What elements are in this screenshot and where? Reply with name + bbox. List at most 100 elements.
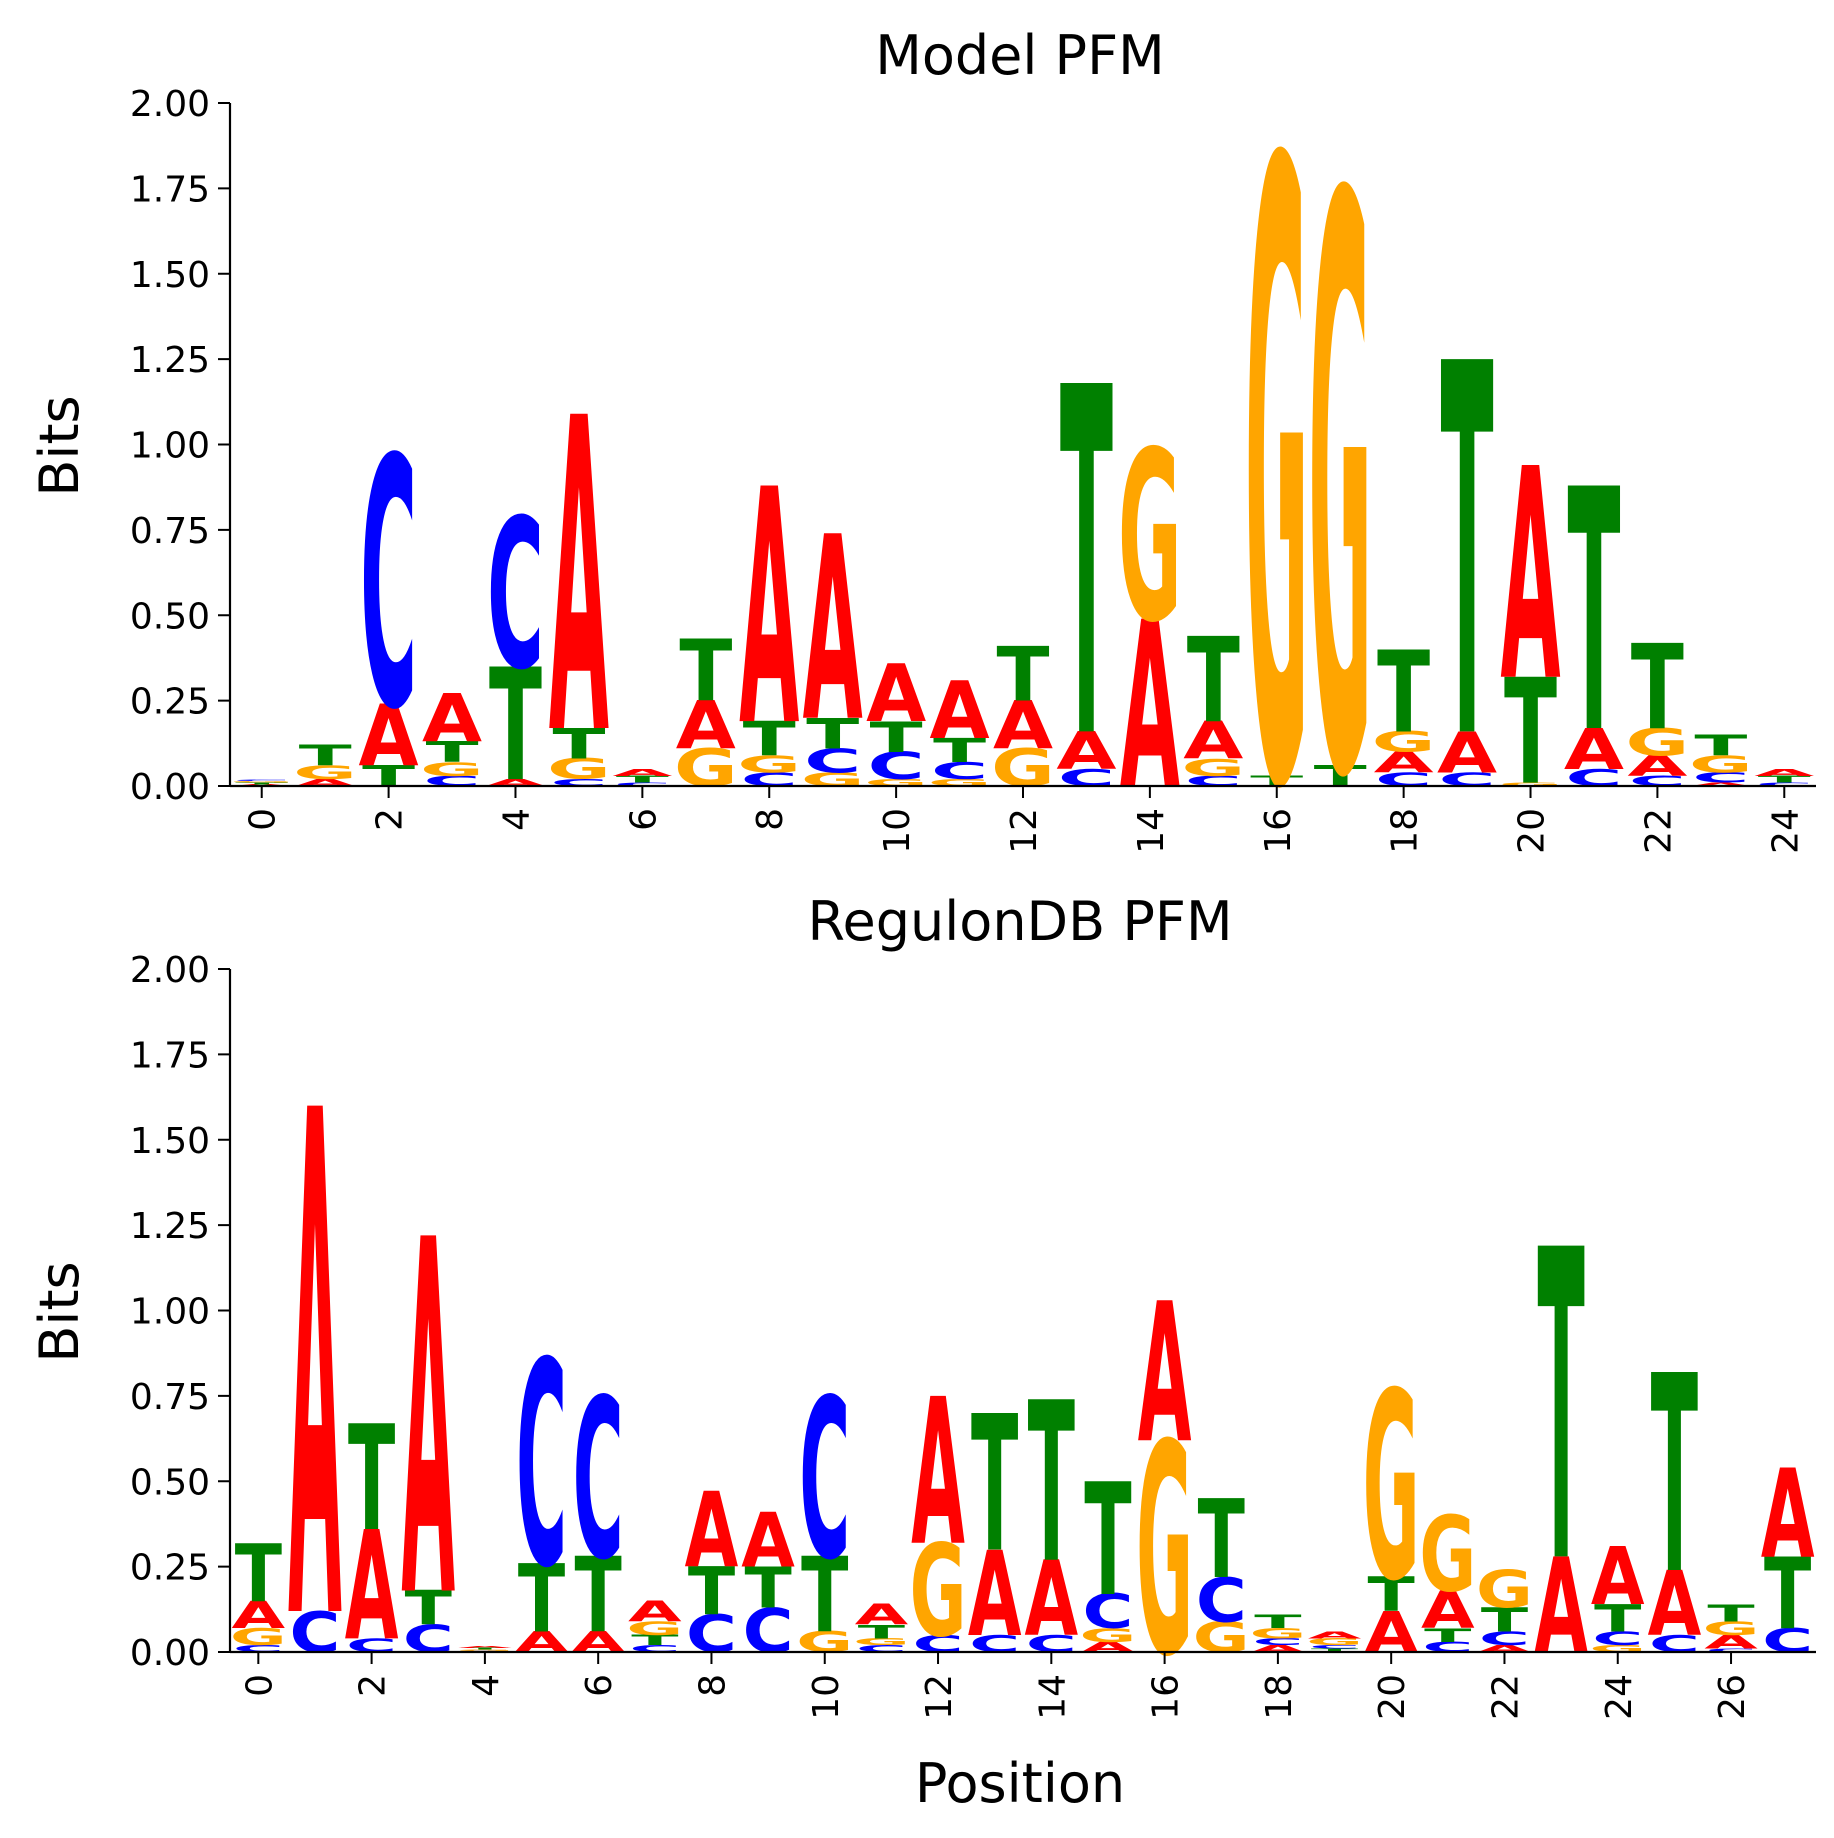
letter-A-pos-5: A: [549, 330, 610, 831]
y-axis-label: Bits: [28, 395, 91, 496]
x-tick-label: 18: [1259, 1674, 1300, 1720]
letter-C-pos-3: C: [403, 1618, 454, 1662]
letter-A-pos-14: A: [1024, 1539, 1078, 1660]
x-tick-label: 6: [623, 808, 664, 831]
letter-T-pos-20: T: [1368, 1567, 1416, 1622]
chart-title: RegulonDB PFM: [807, 890, 1232, 953]
y-tick-label: 1.50: [130, 255, 210, 296]
letter-T-pos-7: T: [679, 624, 732, 722]
letter-C-pos-0: C: [233, 1643, 284, 1654]
y-axis-label: Bits: [28, 1261, 91, 1362]
letter-C-pos-15: C: [1083, 1585, 1134, 1640]
letter-T-pos-13: T: [971, 1377, 1018, 1595]
x-tick-label: 16: [1258, 808, 1299, 854]
letter-T-pos-6: T: [616, 774, 669, 785]
letter-A-pos-24: A: [1754, 767, 1814, 778]
letter-T-pos-5: T: [518, 1546, 565, 1654]
letter-T-pos-9: T: [744, 1555, 791, 1621]
letter-T-pos-22: T: [1481, 1601, 1528, 1639]
y-tick-label: 2.00: [130, 84, 210, 125]
x-tick-label: 12: [1004, 808, 1045, 854]
letter-G-pos-22: G: [1626, 721, 1690, 765]
letter-T-pos-11: T: [858, 1621, 906, 1643]
x-tick-label: 18: [1385, 808, 1426, 854]
letter-G-pos-16: G: [1136, 1382, 1193, 1720]
letter-C-pos-25: C: [1649, 1631, 1700, 1658]
letter-G-pos-11: G: [853, 1636, 910, 1647]
letter-A-pos-21: A: [1421, 1581, 1475, 1641]
letter-C-pos-5: C: [516, 1304, 567, 1631]
letter-C-pos-19: C: [1309, 1644, 1360, 1650]
letter-G-pos-18: G: [1372, 726, 1436, 759]
letter-G-pos-3: G: [420, 759, 484, 781]
letter-G-pos-26: G: [1703, 1618, 1760, 1640]
letter-T-pos-6: T: [575, 1535, 622, 1656]
letter-G-pos-15: G: [1181, 754, 1245, 781]
letter-A-pos-1: A: [295, 778, 355, 789]
letter-C-pos-22: C: [1479, 1628, 1530, 1650]
letter-A-pos-2: A: [345, 1500, 399, 1675]
y-tick-label: 0.75: [130, 1377, 210, 1418]
letter-C-pos-10: C: [868, 745, 925, 789]
letter-A-pos-12: A: [993, 687, 1053, 764]
letter-G-pos-14: G: [1118, 403, 1182, 676]
letter-C-pos-6: C: [573, 1354, 624, 1609]
letter-C-pos-11: C: [856, 1643, 907, 1654]
letter-T-pos-21: T: [1567, 419, 1620, 806]
letter-T-pos-27: T: [1764, 1538, 1811, 1652]
letter-A-pos-2: A: [359, 689, 419, 787]
x-tick-label: 16: [1146, 1674, 1187, 1720]
letter-A-pos-24: A: [1591, 1531, 1645, 1624]
letter-G-pos-8: G: [737, 751, 801, 778]
letter-G-pos-20: G: [1499, 782, 1563, 787]
letter-T-pos-17: T: [1314, 760, 1367, 793]
x-tick-label: 2: [353, 1674, 394, 1697]
x-tick-label: 26: [1712, 1674, 1753, 1720]
letter-A-pos-8: A: [685, 1470, 739, 1591]
x-tick-label: 22: [1485, 1674, 1526, 1720]
letter-A-pos-26: A: [1704, 1631, 1759, 1653]
letter-C-pos-4: C: [487, 475, 544, 716]
letter-T-pos-0: T: [235, 1527, 282, 1620]
letter-G-pos-21: G: [1419, 1494, 1476, 1615]
y-tick-label: 0.50: [130, 1462, 210, 1503]
x-axis-label: Position: [915, 1752, 1125, 1815]
letter-A-pos-8: A: [739, 423, 799, 798]
letter-T-pos-13: T: [1060, 287, 1113, 844]
letter-G-pos-17: G: [1193, 1613, 1250, 1662]
letter-C-pos-18: C: [1252, 1636, 1303, 1647]
letter-T-pos-0: T: [235, 782, 289, 785]
y-tick-label: 1.50: [130, 1121, 210, 1162]
letter-A-pos-5: A: [515, 1626, 569, 1658]
letter-T-pos-22: T: [1631, 621, 1684, 757]
letter-G-pos-18: G: [1249, 1625, 1306, 1641]
letter-C-pos-24: C: [1756, 782, 1813, 787]
letter-A-pos-7: A: [628, 1596, 682, 1628]
letter-C-pos-13: C: [969, 1631, 1020, 1658]
letter-T-pos-1: T: [299, 740, 352, 773]
letter-T-pos-2: T: [348, 1394, 395, 1564]
letter-C-pos-26: C: [1706, 1648, 1757, 1654]
letter-T-pos-8: T: [743, 712, 796, 767]
letter-T-pos-17: T: [1198, 1478, 1245, 1603]
letter-T-pos-4: T: [461, 1647, 509, 1650]
letter-T-pos-23: T: [1694, 729, 1747, 762]
x-tick-label: 4: [466, 1674, 507, 1697]
letter-A-pos-10: A: [866, 647, 926, 740]
letter-A-pos-4: A: [458, 1646, 512, 1649]
letter-A-pos-11: A: [855, 1599, 909, 1631]
letter-A-pos-16: A: [1138, 1263, 1192, 1486]
x-tick-label: 0: [239, 1674, 280, 1697]
letter-A-pos-6: A: [612, 767, 672, 778]
letter-G-pos-12: G: [910, 1518, 967, 1666]
letter-T-pos-19: T: [1311, 1648, 1359, 1654]
letter-T-pos-24: T: [1758, 774, 1811, 785]
letter-A-pos-9: A: [741, 1498, 795, 1585]
letter-C-pos-21: C: [1565, 764, 1622, 791]
letter-A-pos-11: A: [930, 664, 990, 757]
letter-G-pos-22: G: [1476, 1560, 1533, 1620]
letter-A-pos-20: A: [1500, 409, 1560, 746]
letter-C-pos-1: C: [290, 1599, 341, 1665]
letter-G-pos-15: G: [1080, 1624, 1137, 1646]
